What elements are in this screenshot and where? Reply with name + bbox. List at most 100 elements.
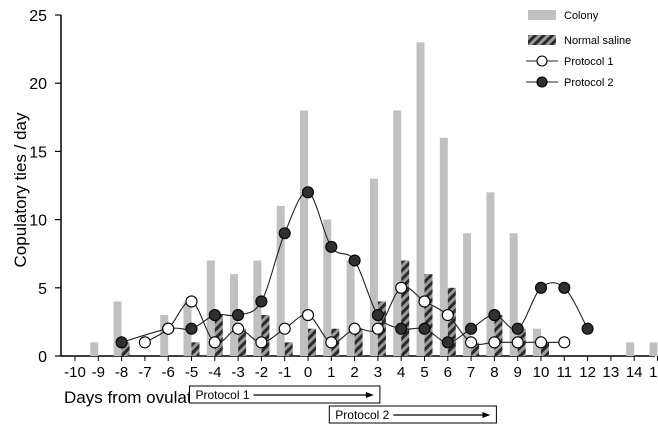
normal-saline-bar — [447, 287, 456, 356]
protocol-2-point — [115, 336, 128, 349]
protocol-2-point — [278, 227, 291, 240]
normal-saline-bar — [238, 328, 247, 356]
colony-bar — [626, 342, 635, 356]
colony-bar — [160, 315, 169, 356]
legend-label: Protocol 2 — [564, 77, 614, 89]
protocol-2-point — [395, 322, 408, 335]
protocol-2-point — [232, 309, 245, 322]
x-tick-label: -5 — [185, 364, 198, 381]
legend-item: Protocol 1 — [526, 55, 614, 68]
colony-bar — [276, 205, 285, 356]
protocol-2-point — [208, 309, 221, 322]
y-tick-label: 10 — [29, 213, 47, 230]
protocol-1-point — [232, 322, 245, 335]
y-tick-label: 5 — [38, 281, 47, 298]
y-tick-label: 15 — [29, 144, 47, 161]
protocol-2-point — [488, 309, 501, 322]
protocol-1-point — [418, 295, 431, 308]
x-tick-label: 2 — [350, 364, 358, 381]
protocol-annotations: Protocol 1 Protocol 2 — [189, 385, 497, 424]
normal-saline-bar — [191, 342, 200, 356]
x-tick-label: 6 — [444, 364, 452, 381]
normal-saline-bar — [401, 260, 410, 356]
protocol-1-point — [348, 322, 361, 335]
protocol-2-point — [581, 322, 594, 335]
protocol-2-point — [465, 322, 478, 335]
colony-bar — [346, 260, 355, 356]
x-tick-label: 4 — [397, 364, 405, 381]
protocol-2-point — [185, 322, 198, 335]
protocol-1-point — [162, 322, 175, 335]
x-tick-label: -3 — [231, 364, 244, 381]
normal-saline-bar — [424, 274, 433, 356]
protocol-1-annotation: Protocol 1 — [189, 385, 381, 404]
x-tick-label: -2 — [255, 364, 268, 381]
protocol-1-point — [558, 336, 571, 349]
protocol-lines — [115, 186, 594, 349]
x-tick-label: 8 — [490, 364, 498, 381]
legend-item: Colony — [528, 10, 599, 22]
protocol-1-point — [441, 309, 454, 322]
colony-bar — [509, 233, 518, 356]
protocol-2-point — [348, 254, 361, 267]
normal-saline-bar — [214, 315, 223, 356]
x-tick-label: 12 — [579, 364, 596, 381]
protocol-1-point — [138, 336, 151, 349]
x-tick-label: 9 — [514, 364, 522, 381]
legend-marker — [536, 76, 548, 88]
colony-bar — [416, 42, 425, 356]
colony-bar — [206, 260, 215, 356]
y-tick-label: 25 — [29, 8, 47, 25]
x-tick-label: -9 — [92, 364, 105, 381]
protocol-1-point — [395, 281, 408, 294]
x-tick-label: 0 — [304, 364, 312, 381]
normal-saline-bar — [284, 342, 293, 356]
legend-item: Normal saline — [528, 35, 631, 47]
protocol-2-point — [325, 240, 338, 253]
protocol-2-point — [301, 186, 315, 199]
colony-bar — [649, 342, 658, 356]
x-tick-label: 5 — [420, 364, 428, 381]
arrow-head — [482, 412, 491, 418]
x-tick-label: 3 — [374, 364, 382, 381]
colony-bar — [393, 110, 402, 356]
protocol-1-point — [465, 336, 478, 349]
normal-saline-bar — [261, 315, 270, 356]
legend-label: Protocol 1 — [564, 56, 614, 68]
protocol-2-point — [558, 281, 571, 294]
protocol-1-point — [534, 336, 548, 349]
x-tick-label: 13 — [603, 364, 620, 381]
colony-bar — [369, 178, 378, 356]
colony-bar — [90, 342, 99, 356]
annotation-label: Protocol 1 — [196, 388, 250, 402]
x-tick-label: 1 — [327, 364, 335, 381]
x-tick-label: -1 — [278, 364, 291, 381]
protocol-2-point — [418, 322, 431, 335]
normal-saline-bar — [354, 328, 363, 356]
colony-bar — [463, 233, 472, 356]
protocol-2-point — [441, 336, 454, 349]
normal-saline-bar — [471, 342, 480, 356]
x-tick-label: -7 — [138, 364, 151, 381]
protocol-1-point — [301, 309, 315, 322]
protocol-1-point — [511, 336, 524, 349]
protocol-2-point — [371, 309, 384, 322]
x-tick-label: -6 — [162, 364, 175, 381]
y-axis-label: Copulatory ties / day — [11, 112, 30, 267]
colony-bar — [323, 219, 332, 356]
x-tick-label: -8 — [115, 364, 128, 381]
y-tick-label: 0 — [38, 349, 47, 366]
legend-swatch-normal-saline — [528, 35, 556, 45]
legend-label: Colony — [564, 10, 599, 22]
legend-marker — [536, 55, 548, 67]
arrow-head — [365, 392, 374, 398]
protocol-1-point — [371, 322, 384, 335]
x-tick-label: 10 — [533, 364, 550, 381]
protocol-2-point — [534, 281, 548, 294]
protocol-2-annotation: Protocol 2 — [328, 405, 497, 424]
colony-bar — [300, 110, 308, 356]
protocol-1-point — [185, 295, 198, 308]
protocol-1-point — [208, 336, 221, 349]
x-tick-label: 15 — [649, 364, 658, 381]
